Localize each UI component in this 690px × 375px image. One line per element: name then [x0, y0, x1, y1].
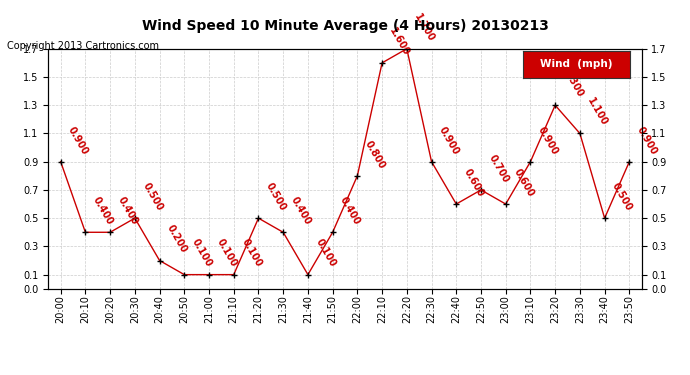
Text: 0.500: 0.500 [610, 181, 634, 213]
Text: 1.100: 1.100 [585, 96, 609, 128]
Text: 0.500: 0.500 [264, 181, 288, 213]
Text: 1.600: 1.600 [388, 26, 412, 57]
Text: 0.400: 0.400 [91, 195, 115, 227]
Text: 0.100: 0.100 [313, 237, 337, 269]
Text: 0.600: 0.600 [462, 167, 486, 198]
Text: 0.900: 0.900 [536, 124, 560, 156]
Text: 0.400: 0.400 [116, 195, 139, 227]
Text: 0.100: 0.100 [239, 237, 264, 269]
Text: 0.800: 0.800 [363, 138, 387, 170]
Text: 0.100: 0.100 [215, 237, 239, 269]
Text: 0.900: 0.900 [66, 124, 90, 156]
Text: 0.700: 0.700 [486, 153, 511, 184]
Text: 1.300: 1.300 [561, 68, 584, 100]
Text: 0.200: 0.200 [165, 224, 189, 255]
Text: 0.900: 0.900 [437, 124, 461, 156]
Text: 1.700: 1.700 [413, 12, 436, 43]
Text: 0.400: 0.400 [288, 195, 313, 227]
Text: 0.600: 0.600 [511, 167, 535, 198]
Text: Wind Speed 10 Minute Average (4 Hours) 20130213: Wind Speed 10 Minute Average (4 Hours) 2… [141, 19, 549, 33]
Text: 0.900: 0.900 [635, 124, 659, 156]
Text: 0.100: 0.100 [190, 237, 214, 269]
Text: 0.400: 0.400 [338, 195, 362, 227]
Text: 0.500: 0.500 [140, 181, 164, 213]
Text: Copyright 2013 Cartronics.com: Copyright 2013 Cartronics.com [7, 41, 159, 51]
